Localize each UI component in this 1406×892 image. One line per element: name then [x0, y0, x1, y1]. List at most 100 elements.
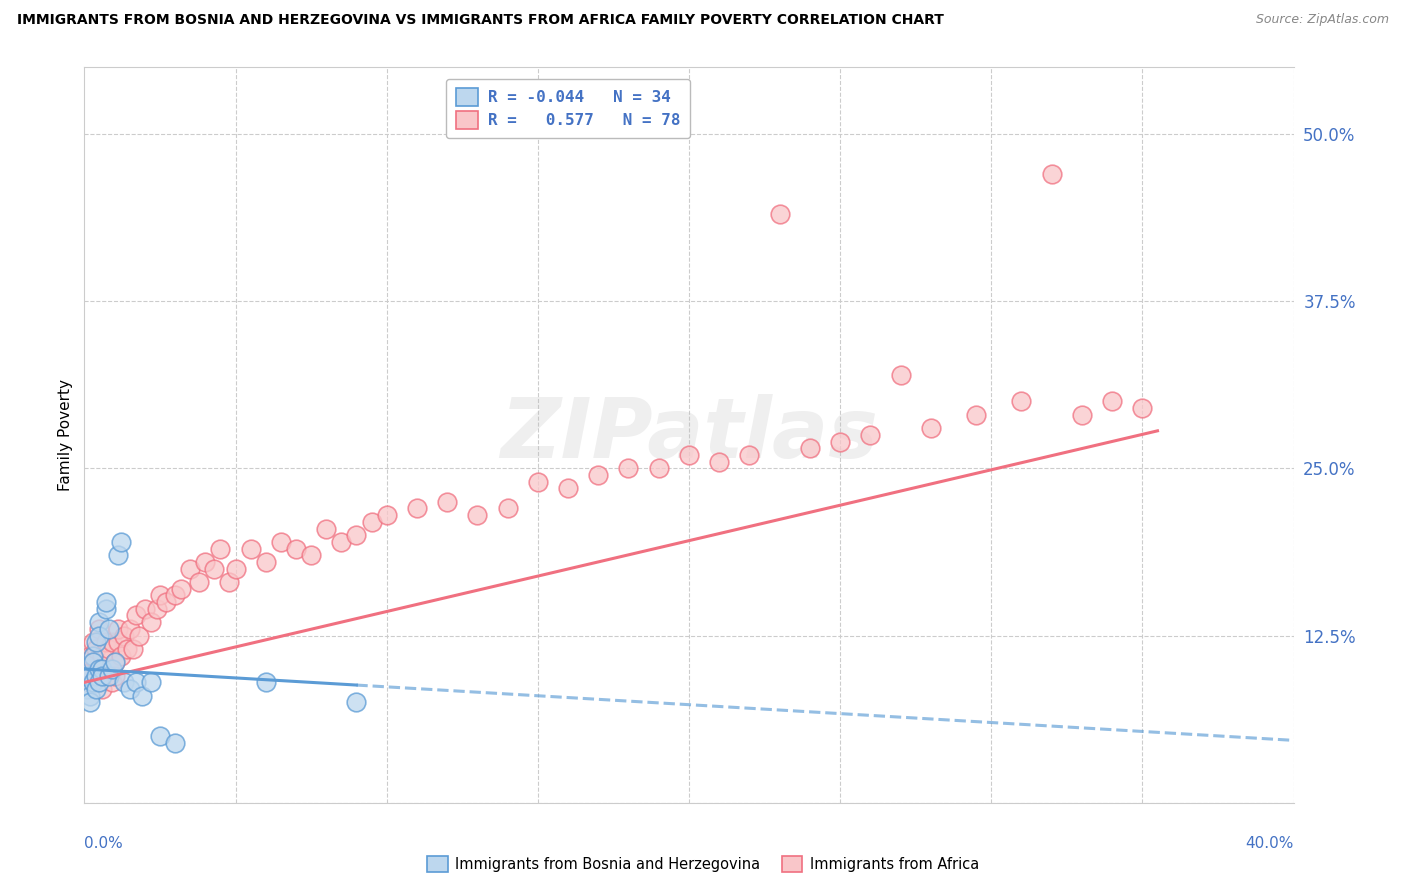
Point: [79, 662, 101, 676]
Text: 40.0%: 40.0%: [1246, 836, 1294, 851]
Point: [769, 207, 792, 221]
Point: [97, 622, 120, 636]
Point: [406, 501, 429, 516]
Point: [139, 615, 162, 630]
Point: [1040, 167, 1063, 181]
Point: [86, 669, 108, 683]
Point: [155, 595, 177, 609]
Point: [86, 642, 108, 657]
Point: [375, 508, 398, 522]
Point: [1011, 394, 1033, 409]
Point: [91, 662, 114, 676]
Text: 0.0%: 0.0%: [84, 836, 124, 851]
Text: ZIPatlas: ZIPatlas: [501, 394, 877, 475]
Point: [830, 434, 852, 449]
Point: [89, 662, 111, 676]
Point: [89, 662, 111, 676]
Point: [965, 408, 987, 422]
Point: [134, 602, 156, 616]
Point: [557, 481, 579, 495]
Point: [527, 475, 550, 489]
Point: [82, 675, 104, 690]
Point: [112, 628, 135, 642]
Point: [149, 589, 172, 603]
Point: [146, 602, 169, 616]
Point: [165, 735, 187, 749]
Point: [1101, 394, 1123, 409]
Point: [91, 681, 114, 696]
Point: [104, 669, 127, 683]
Point: [86, 681, 108, 696]
Point: [94, 635, 117, 649]
Point: [194, 555, 217, 569]
Point: [890, 368, 912, 382]
Point: [315, 521, 337, 535]
Point: [920, 421, 942, 435]
Point: [79, 669, 101, 683]
Point: [94, 669, 117, 683]
Point: [330, 534, 353, 549]
Point: [738, 448, 761, 462]
Point: [76, 655, 98, 669]
Point: [82, 648, 104, 663]
Point: [79, 689, 101, 703]
Point: [125, 675, 148, 690]
Point: [139, 675, 162, 690]
Point: [1071, 408, 1094, 422]
Point: [76, 681, 98, 696]
Point: [89, 675, 111, 690]
Point: [89, 615, 111, 630]
Point: [76, 675, 98, 690]
Point: [82, 648, 104, 663]
Point: [107, 622, 129, 636]
Point: [97, 662, 120, 676]
Point: [467, 508, 489, 522]
Point: [97, 642, 120, 657]
Point: [346, 696, 368, 710]
Legend: Immigrants from Bosnia and Herzegovina, Immigrants from Africa: Immigrants from Bosnia and Herzegovina, …: [422, 850, 984, 878]
Point: [299, 548, 322, 563]
Point: [89, 628, 111, 642]
Point: [346, 528, 368, 542]
Point: [107, 548, 129, 563]
Point: [170, 582, 193, 596]
Point: [115, 642, 138, 657]
Point: [179, 562, 201, 576]
Point: [118, 681, 141, 696]
Point: [859, 427, 882, 442]
Point: [76, 669, 98, 683]
Point: [100, 662, 122, 676]
Point: [121, 642, 143, 657]
Point: [112, 675, 135, 690]
Point: [94, 602, 117, 616]
Point: [86, 669, 108, 683]
Point: [799, 441, 821, 455]
Text: Source: ZipAtlas.com: Source: ZipAtlas.com: [1256, 13, 1389, 27]
Point: [617, 461, 640, 475]
Point: [79, 648, 101, 663]
Point: [254, 555, 277, 569]
Point: [1130, 401, 1153, 416]
Point: [209, 541, 232, 556]
Point: [436, 494, 458, 508]
Point: [104, 655, 127, 669]
Point: [91, 648, 114, 663]
Point: [100, 635, 122, 649]
Point: [239, 541, 262, 556]
Point: [125, 608, 148, 623]
Point: [110, 648, 132, 663]
Point: [107, 635, 129, 649]
Point: [86, 635, 108, 649]
Point: [82, 655, 104, 669]
Point: [188, 574, 211, 589]
Point: [131, 689, 153, 703]
Point: [82, 675, 104, 690]
Point: [89, 622, 111, 636]
Point: [110, 534, 132, 549]
Point: [118, 622, 141, 636]
Point: [165, 589, 187, 603]
Point: [218, 574, 240, 589]
Point: [128, 628, 150, 642]
Point: [82, 635, 104, 649]
Point: [202, 562, 225, 576]
